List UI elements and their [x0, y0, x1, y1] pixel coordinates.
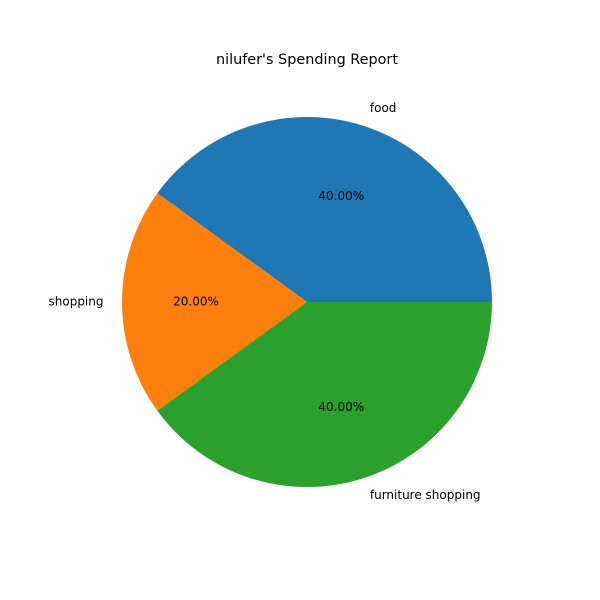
chart-title: nilufer's Spending Report [216, 52, 398, 68]
pie-slice-food [157, 117, 493, 302]
pct-label-furniture-shopping: 40.00% [318, 400, 364, 414]
slice-label-furniture-shopping: furniture shopping [370, 488, 481, 502]
pie-labels: food 40.00% shopping 20.00% furniture shoppi… [49, 101, 481, 502]
slice-label-food: food [370, 101, 397, 115]
pct-label-shopping: 20.00% [173, 295, 219, 309]
pie-slices [122, 117, 493, 487]
slice-label-shopping: shopping [49, 295, 104, 309]
pie-slice-furniture-shopping [157, 302, 493, 487]
pct-label-food: 40.00% [318, 189, 364, 203]
pie-slice-shopping [122, 193, 307, 411]
